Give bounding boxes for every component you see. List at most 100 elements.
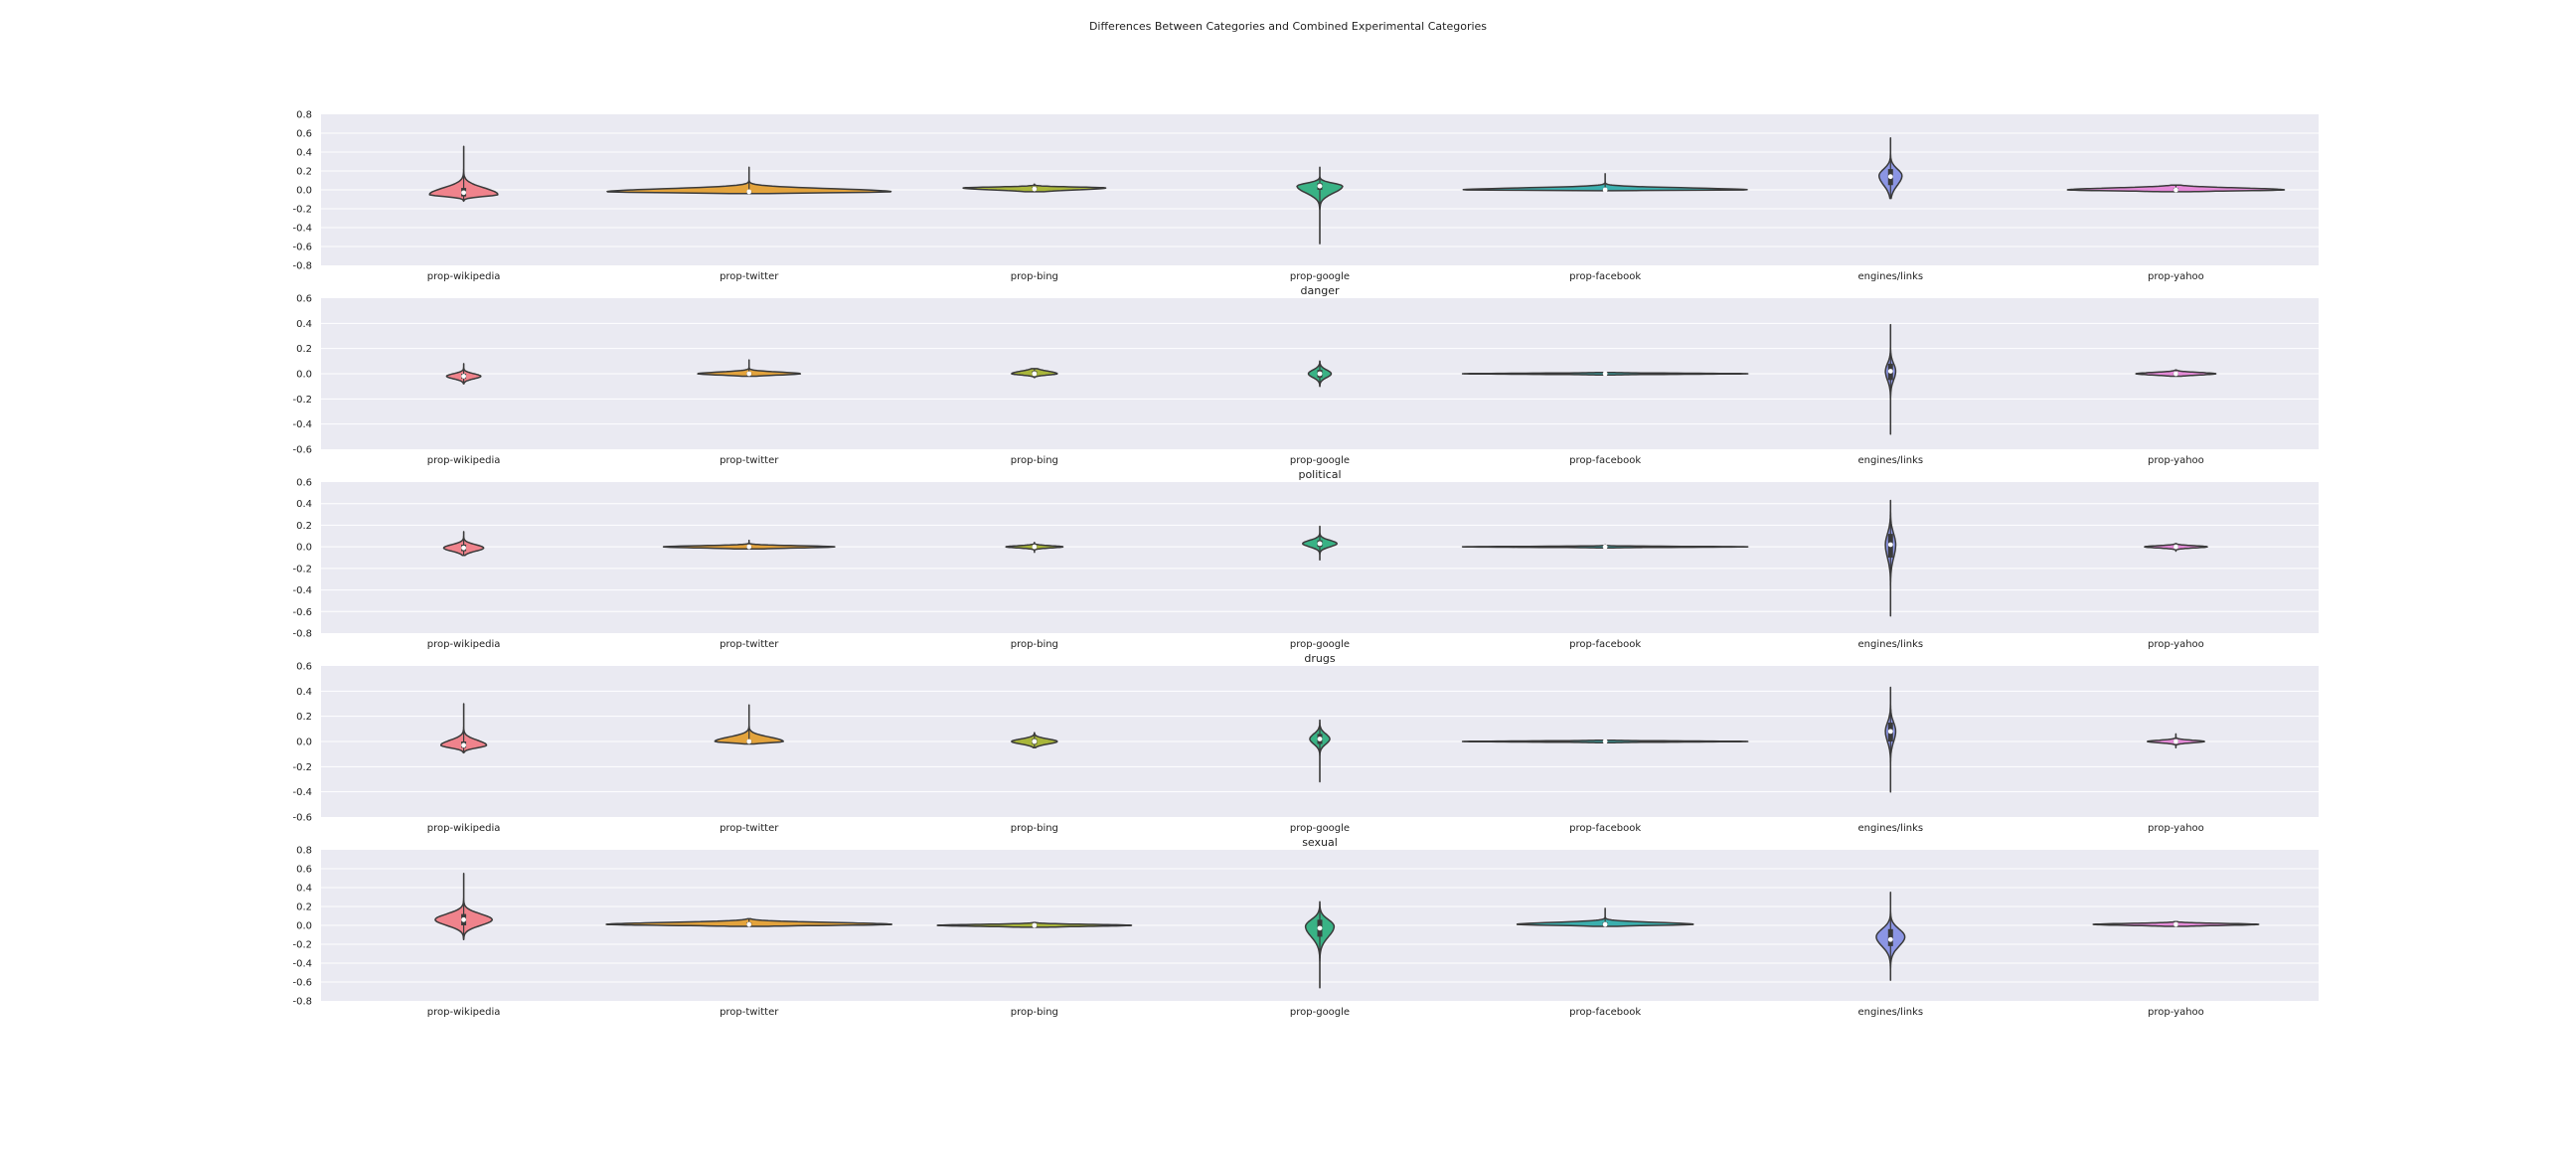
violin-median-point [1602,371,1608,377]
violin-median-point [461,916,466,922]
violin-median-point [461,742,466,748]
y-tick-label: 0.0 [296,543,312,554]
x-tick-label: prop-bing [1011,1007,1058,1018]
x-tick-label: prop-wikipedia [427,271,501,282]
violin-median-point [2174,187,2178,193]
y-tick-label: 0.4 [296,884,312,895]
violin-median-point [2174,921,2178,927]
y-tick-label: 0.0 [296,921,312,932]
y-tick-label: 0.6 [296,294,312,305]
x-tick-label: prop-facebook [1569,271,1641,282]
y-tick-label: -0.8 [292,629,312,640]
violin-median-point [746,544,752,550]
panel-title: political [1298,468,1341,481]
x-tick-label: engines/links [1857,823,1923,834]
y-tick-label: 0.4 [296,319,312,330]
x-tick-label: prop-yahoo [2148,823,2204,834]
y-tick-label: -0.2 [292,564,312,574]
x-tick-label: prop-yahoo [2148,639,2204,650]
y-tick-label: -0.2 [292,762,312,773]
y-tick-label: -0.6 [292,978,312,989]
violin-median-point [746,189,752,195]
violin-median-point [1887,936,1893,942]
y-tick-label: 0.8 [296,846,312,857]
x-tick-label: prop-twitter [720,823,779,834]
y-tick-label: 0.2 [296,167,312,178]
x-tick-label: prop-twitter [720,271,779,282]
y-tick-label: 0.0 [296,186,312,197]
y-tick-label: 0.4 [296,499,312,510]
violin-median-point [1032,739,1038,744]
x-tick-label: prop-facebook [1569,823,1641,834]
y-tick-label: 0.2 [296,521,312,532]
x-tick-label: prop-wikipedia [427,639,501,650]
x-tick-label: prop-google [1290,271,1350,282]
violin-median-point [1032,186,1038,192]
violin-median-point [2174,544,2178,550]
y-tick-label: -0.8 [292,261,312,272]
y-tick-label: 0.2 [296,903,312,913]
x-tick-label: prop-google [1290,639,1350,650]
y-tick-label: 0.2 [296,712,312,723]
x-tick-label: prop-wikipedia [427,1007,501,1018]
violin-median-point [461,374,466,379]
x-tick-label: prop-bing [1011,639,1058,650]
x-tick-label: prop-yahoo [2148,271,2204,282]
violin-median-point [1317,925,1323,931]
violin-median-point [1887,174,1893,180]
y-tick-label: -0.6 [292,445,312,456]
y-tick-label: 0.4 [296,687,312,698]
y-tick-label: 0.0 [296,738,312,748]
y-tick-label: -0.4 [292,585,312,596]
x-tick-label: prop-twitter [720,1007,779,1018]
x-tick-label: engines/links [1857,455,1923,466]
x-tick-label: prop-bing [1011,271,1058,282]
x-tick-label: engines/links [1857,639,1923,650]
x-tick-label: prop-yahoo [2148,455,2204,466]
x-tick-label: prop-wikipedia [427,823,501,834]
y-tick-label: -0.4 [292,224,312,235]
y-tick-label: 0.6 [296,129,312,140]
violin-median-point [1032,371,1038,377]
x-tick-label: prop-facebook [1569,455,1641,466]
violin-median-point [1317,371,1323,377]
violin-median-point [1887,542,1893,548]
violin-median-point [1887,369,1893,374]
y-tick-label: 0.6 [296,478,312,489]
violin-median-point [1887,729,1893,735]
y-tick-label: -0.4 [292,419,312,430]
violin-median-point [1317,183,1323,189]
y-tick-label: -0.2 [292,205,312,216]
violin-median-point [746,921,752,927]
x-tick-label: prop-wikipedia [427,455,501,466]
violin-median-point [1602,544,1608,550]
violin-median-point [2174,739,2178,744]
violin-median-point [1317,737,1323,741]
y-tick-label: -0.4 [292,787,312,798]
panel-title: sexual [1302,836,1338,849]
y-tick-label: -0.4 [292,959,312,970]
y-tick-label: -0.6 [292,243,312,253]
violin-median-point [461,545,466,551]
x-tick-label: prop-twitter [720,455,779,466]
violin-median-point [1317,541,1323,547]
x-tick-label: engines/links [1857,271,1923,282]
violin-median-point [746,739,752,744]
violin-median-point [461,190,466,196]
y-tick-label: -0.6 [292,607,312,618]
violin-median-point [1602,921,1608,927]
violin-median-point [1602,187,1608,193]
x-tick-label: prop-facebook [1569,639,1641,650]
y-tick-label: 0.6 [296,662,312,673]
x-tick-label: prop-bing [1011,455,1058,466]
y-tick-label: -0.2 [292,940,312,951]
violin-median-point [1602,739,1608,744]
x-tick-label: prop-twitter [720,639,779,650]
y-tick-label: 0.6 [296,865,312,876]
y-tick-label: -0.6 [292,813,312,824]
x-tick-label: prop-bing [1011,823,1058,834]
y-tick-label: -0.2 [292,395,312,406]
y-tick-label: 0.8 [296,110,312,121]
